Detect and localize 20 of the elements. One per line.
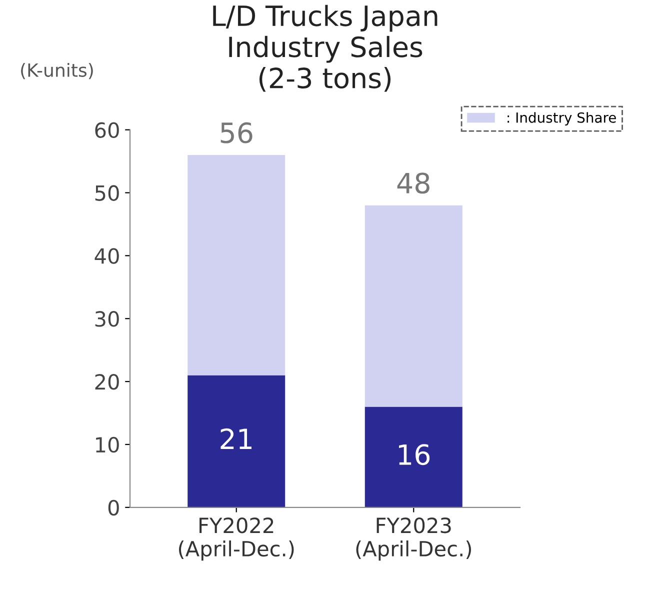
bar: [188, 375, 286, 508]
x-tick-label: FY2022 (April-Dec.): [178, 517, 294, 561]
y-tick-label: 20: [95, 374, 119, 390]
y-tick-label: 0: [108, 500, 119, 516]
y-tick-label: 50: [95, 185, 119, 201]
data-label: 21: [220, 428, 252, 449]
y-tick-label: 60: [95, 122, 119, 138]
y-axis-title: (K-units): [21, 62, 93, 80]
legend-label: : Industry Share: [508, 112, 616, 126]
y-tick-label: 10: [96, 436, 119, 453]
bar: [364, 205, 462, 407]
total-label: 56: [220, 122, 252, 144]
x-tick-label: FY2023 (April-Dec.): [356, 517, 472, 561]
bar: [188, 154, 286, 376]
chart-title: L/D Trucks Japan Industry Sales (2-3 tons): [213, 4, 438, 92]
bar: [364, 406, 462, 508]
total-label: 48: [397, 172, 430, 194]
data-label: 16: [399, 444, 430, 466]
y-tick-label: 30: [95, 311, 119, 327]
y-tick-label: 40: [94, 248, 119, 264]
